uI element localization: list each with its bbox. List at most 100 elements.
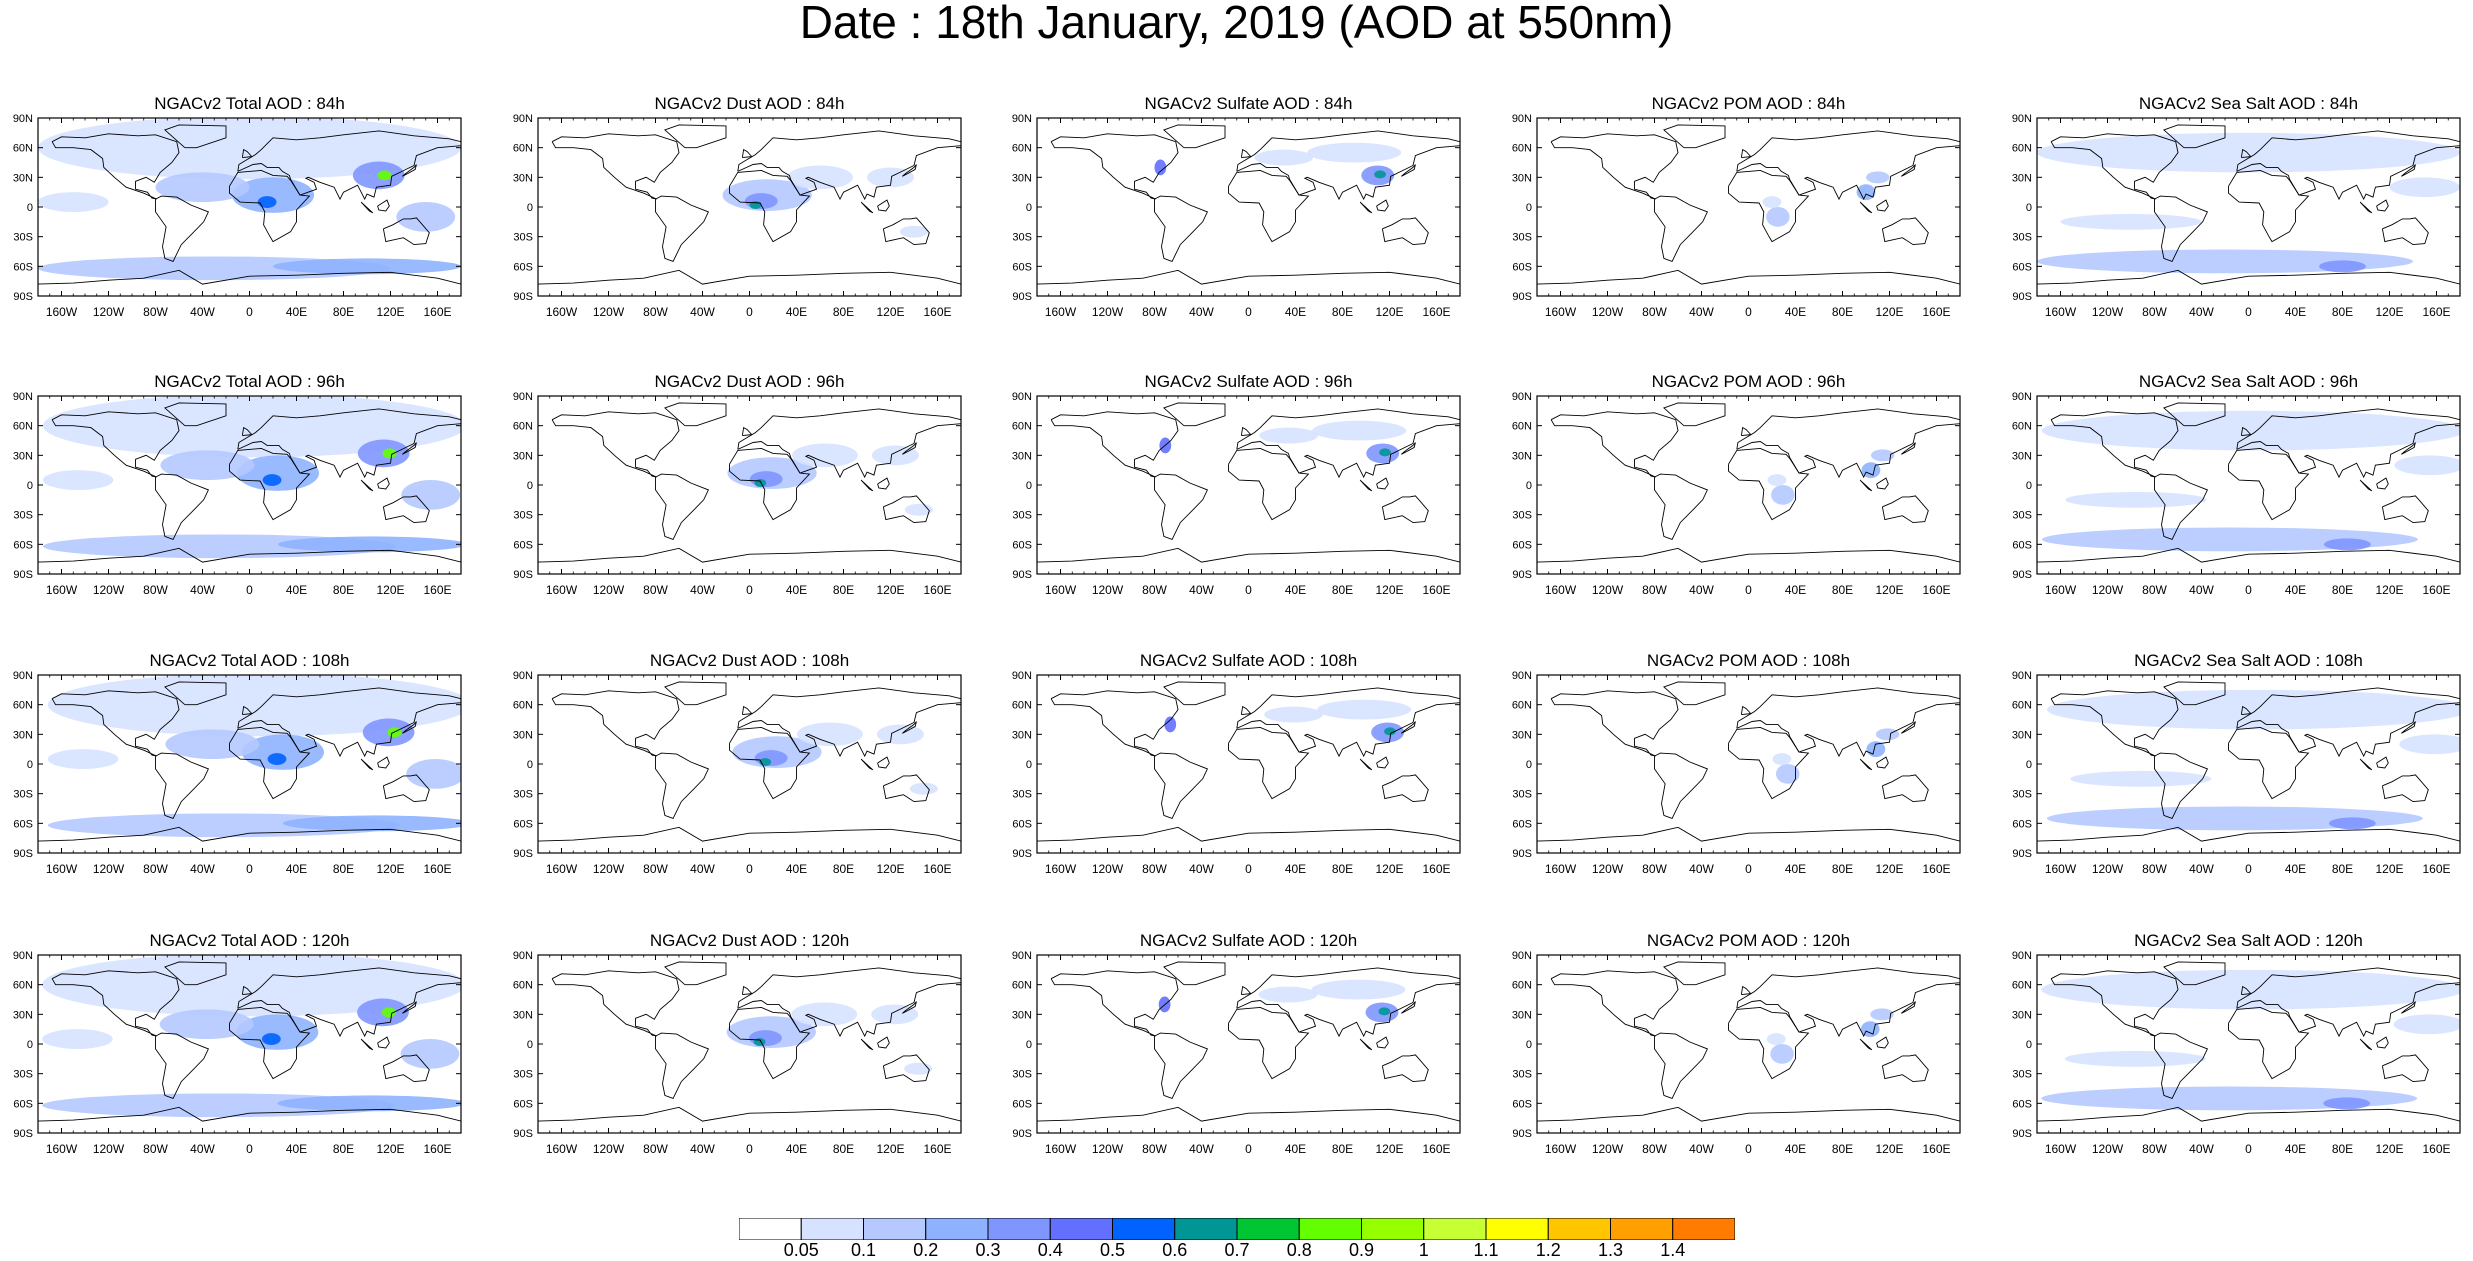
- map-panel: NGACv2 Dust AOD : 108h 90N 60N 30N 0 30S 60S 90…: [513, 557, 1038, 876]
- aod-region: [1379, 448, 1391, 457]
- lon-tick-label: 160E: [1422, 1142, 1450, 1156]
- lon-tick-label: 120W: [593, 1142, 625, 1156]
- aod-region: [2041, 1086, 2418, 1111]
- map-panel: NGACv2 Sulfate AOD : 84h 90N 60N 30N 0 30S 60S…: [1012, 0, 1537, 319]
- aod-region: [2064, 1050, 2206, 1067]
- coastline: [1901, 164, 1916, 177]
- lat-tick-label: 0: [2026, 202, 2032, 214]
- coastline: [1376, 756, 1389, 769]
- map-frame: [1536, 954, 1961, 1134]
- coastline: [382, 1054, 430, 1083]
- coastline: [164, 961, 227, 986]
- lon-tick-label: 40E: [286, 305, 307, 319]
- coastline: [377, 477, 390, 490]
- lat-tick-label: 90S: [1012, 569, 1032, 581]
- colorbar-box: [1236, 1218, 1300, 1240]
- lon-tick-label: 80W: [1142, 305, 1167, 319]
- lon-tick-label: 40E: [1285, 305, 1306, 319]
- lat-tick-label: 60S: [2012, 818, 2032, 830]
- panel-title: NGACv2 POM AOD : 84h: [1651, 94, 1846, 113]
- aod-region: [1164, 716, 1177, 733]
- coastline: [877, 1036, 890, 1049]
- colorbar-box: [1610, 1218, 1674, 1240]
- lat-tick-label: 60S: [13, 1098, 33, 1110]
- lat-tick-label: 30S: [1012, 789, 1032, 801]
- lon-tick-label: 80E: [333, 305, 354, 319]
- coastline: [51, 690, 180, 757]
- coastline: [229, 169, 311, 243]
- coastline: [2376, 199, 2389, 212]
- coastline: [38, 269, 461, 285]
- lat-tick-label: 30S: [1012, 1069, 1032, 1081]
- lon-tick-label: 160W: [1545, 583, 1577, 597]
- lat-tick-label: 90N: [13, 113, 33, 125]
- coastline: [155, 473, 210, 540]
- aod-map: 90N 60N 30N 0 30S 60S 90S 160W 120W 80W 40W 0 40E 80E…: [13, 670, 462, 876]
- lon-tick-label: 120W: [1592, 862, 1624, 876]
- lon-tick-label: 40E: [286, 1142, 307, 1156]
- aod-region: [47, 749, 119, 769]
- aod-region: [899, 225, 929, 238]
- coastline: [2381, 774, 2429, 803]
- lat-tick-label: 0: [527, 202, 533, 214]
- coastline: [360, 1038, 374, 1051]
- lon-tick-label: 0: [1745, 1142, 1752, 1156]
- lon-tick-label: 80W: [2142, 862, 2167, 876]
- lon-tick-label: 40W: [690, 583, 715, 597]
- coastline: [2381, 217, 2429, 246]
- lat-tick-label: 0: [27, 480, 33, 492]
- aod-region: [871, 445, 919, 466]
- coastline: [1050, 690, 1179, 757]
- lon-tick-label: 160E: [923, 862, 951, 876]
- coastline: [1901, 1001, 1916, 1014]
- lat-tick-label: 30N: [1512, 1009, 1532, 1021]
- lon-tick-label: 80E: [333, 862, 354, 876]
- colorbar-box: [1423, 1218, 1487, 1240]
- lon-tick-label: 40W: [690, 305, 715, 319]
- lon-tick-label: 40W: [1689, 1142, 1714, 1156]
- coastline: [155, 1032, 210, 1099]
- lon-tick-label: 0: [1245, 583, 1252, 597]
- coastline: [538, 269, 961, 285]
- coastline: [1236, 687, 1460, 758]
- lat-tick-label: 30N: [513, 729, 533, 741]
- coastline: [2359, 201, 2373, 214]
- lon-tick-label: 120E: [376, 583, 404, 597]
- lat-tick-label: 60S: [2012, 1098, 2032, 1110]
- coastline: [2376, 477, 2389, 490]
- coastline: [229, 726, 311, 800]
- lat-tick-label: 90S: [1012, 848, 1032, 860]
- lat-tick-label: 90N: [1012, 391, 1032, 403]
- lat-tick-label: 0: [1026, 480, 1032, 492]
- lon-tick-label: 0: [2245, 862, 2252, 876]
- map-panel: NGACv2 Sea Salt AOD : 108h 90N 60N 30N 0 30S 6…: [2012, 557, 2473, 876]
- panel-title: NGACv2 Total AOD : 84h: [154, 94, 345, 113]
- lon-tick-label: 80W: [2142, 1142, 2167, 1156]
- lat-tick-label: 60S: [513, 1098, 533, 1110]
- aod-region: [1384, 727, 1396, 736]
- aod-region: [1766, 207, 1790, 227]
- coastline: [882, 774, 930, 803]
- lat-tick-label: 90S: [1012, 1128, 1032, 1140]
- lon-tick-label: 80E: [2332, 305, 2353, 319]
- lon-tick-label: 40E: [2285, 1142, 2306, 1156]
- aod-map: 90N 60N 30N 0 30S 60S 90S 160W 120W 80W 40W 0 40E 80E…: [513, 391, 962, 597]
- coastline: [902, 1001, 917, 1014]
- lat-tick-label: 60N: [1012, 980, 1032, 992]
- lon-tick-label: 40E: [1785, 1142, 1806, 1156]
- coastline: [1376, 477, 1389, 490]
- lon-tick-label: 80W: [1142, 583, 1167, 597]
- lat-tick-label: 60N: [513, 700, 533, 712]
- lon-tick-label: 160E: [2422, 305, 2450, 319]
- map-panel: NGACv2 Sea Salt AOD : 84h 90N 60N 30N 0 30S 60…: [2012, 0, 2473, 319]
- lat-tick-label: 0: [1026, 202, 1032, 214]
- lat-tick-label: 90N: [513, 950, 533, 962]
- colorbar-label: 0.8: [1286, 1240, 1312, 1260]
- aod-region: [382, 448, 397, 459]
- colorbar-label: 1.3: [1597, 1240, 1624, 1260]
- coastline: [1228, 1006, 1310, 1080]
- coastline: [1654, 195, 1709, 262]
- lon-tick-label: 0: [746, 862, 753, 876]
- lat-tick-label: 90S: [2012, 291, 2032, 303]
- coastline: [1240, 426, 1252, 437]
